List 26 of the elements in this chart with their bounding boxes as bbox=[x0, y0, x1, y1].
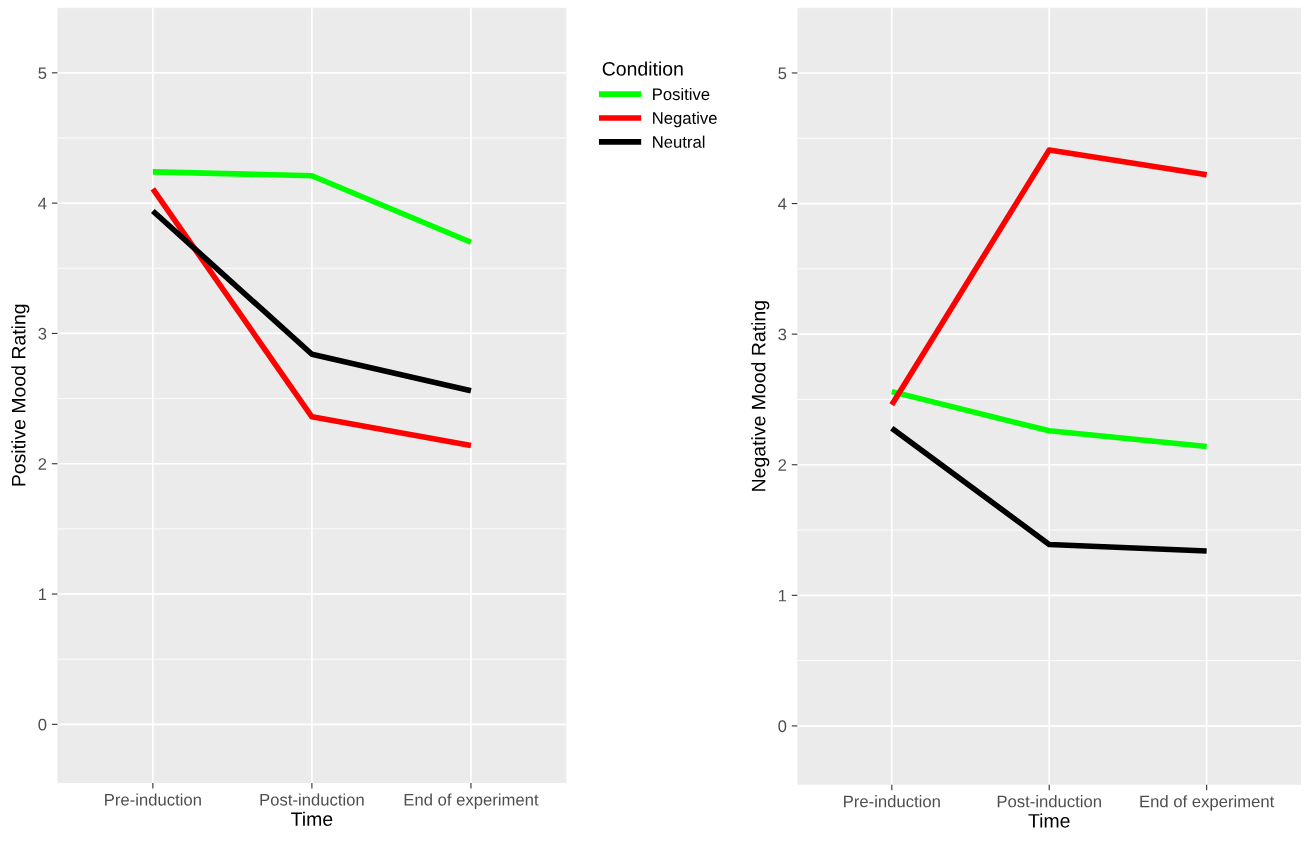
y-tick-label: 3 bbox=[38, 327, 47, 340]
legend-label: Negative bbox=[653, 111, 717, 128]
y-axis-title: Positive Mood Rating bbox=[11, 304, 30, 486]
y-tick-label: 0 bbox=[38, 718, 47, 731]
y-tick-label: 4 bbox=[778, 198, 787, 210]
y-tick-label: 1 bbox=[778, 589, 787, 602]
y-tick-label: 5 bbox=[38, 67, 47, 80]
legend-label: Positive bbox=[653, 87, 710, 101]
x-tick-label: End of experiment bbox=[1140, 795, 1275, 811]
x-axis-title: Time bbox=[291, 811, 333, 826]
y-tick-label: 4 bbox=[38, 197, 47, 210]
y-axis-title: Negative Mood Rating bbox=[751, 301, 770, 491]
y-tick-label: 1 bbox=[39, 588, 47, 601]
x-tick-label: Post-induction bbox=[997, 795, 1101, 808]
y-tick-label: 0 bbox=[778, 720, 787, 733]
legend-title: Condition bbox=[602, 61, 683, 76]
y-tick-label: 2 bbox=[38, 458, 47, 470]
x-tick-label: Pre-induction bbox=[844, 795, 940, 808]
x-tick-label: End of experiment bbox=[404, 793, 539, 809]
x-tick-label: Pre-induction bbox=[105, 793, 201, 806]
y-tick-label: 2 bbox=[778, 459, 787, 471]
y-tick-label: 5 bbox=[778, 67, 787, 80]
x-tick-label: Post-induction bbox=[260, 793, 364, 806]
x-axis-title: Time bbox=[1028, 813, 1070, 828]
y-tick-label: 3 bbox=[778, 328, 787, 341]
legend-label: Neutral bbox=[653, 135, 705, 148]
